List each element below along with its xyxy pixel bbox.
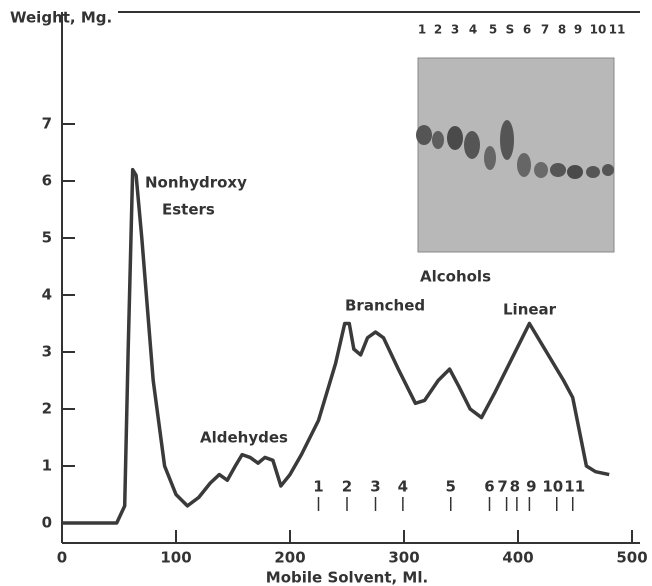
fraction-label: 4	[398, 478, 408, 496]
lane-label: 2	[434, 23, 442, 37]
lane-label: 9	[574, 23, 582, 37]
y-tick-label: 6	[42, 172, 52, 190]
annotation: Aldehydes	[200, 429, 288, 447]
lane-label: 1	[418, 23, 426, 37]
fraction-label: 8	[510, 478, 520, 496]
annotation: Nonhydroxy	[145, 174, 247, 192]
lane-label: S	[506, 23, 515, 37]
annotation: Linear	[503, 301, 557, 319]
fraction-label: 2	[342, 478, 352, 496]
data-line	[62, 167, 610, 525]
y-tick-label: 5	[42, 229, 52, 247]
lane-label: 7	[541, 23, 549, 37]
fraction-label: 7	[497, 478, 507, 496]
x-tick-label: 100	[160, 549, 191, 567]
lane-label: 11	[609, 23, 626, 37]
y-tick-label: 1	[42, 457, 52, 475]
x-axis-label: Mobile Solvent, Ml.	[266, 569, 428, 586]
fraction-label: 3	[370, 478, 380, 496]
x-tick-label: 300	[388, 549, 419, 567]
lane-label: 6	[523, 23, 531, 37]
y-tick-label: 7	[42, 115, 52, 133]
x-tick-label: 0	[57, 549, 67, 567]
x-tick-label: 500	[616, 549, 647, 567]
annotation: Branched	[345, 297, 425, 315]
x-tick-label: 200	[274, 549, 305, 567]
y-tick-label: 4	[42, 286, 52, 304]
y-tick-label: 0	[42, 514, 52, 532]
fraction-label: 5	[446, 478, 456, 496]
annotation: Alcohols	[420, 268, 491, 286]
fraction-label: 1	[313, 478, 323, 496]
tlc-inset	[416, 57, 615, 253]
fraction-label: 6	[484, 478, 494, 496]
lane-label: 8	[558, 23, 566, 37]
lane-label: 10	[590, 23, 607, 37]
y-tick-label: 3	[42, 343, 52, 361]
lane-label: 4	[469, 23, 477, 37]
fraction-label: 9	[526, 478, 536, 496]
x-tick-label: 400	[502, 549, 533, 567]
annotation: Esters	[162, 201, 215, 219]
y-tick-label: 2	[42, 400, 52, 418]
fraction-label: 11	[564, 478, 585, 496]
fraction-label: 10	[542, 478, 563, 496]
lane-label: 3	[451, 23, 459, 37]
lane-label: 5	[489, 23, 497, 37]
